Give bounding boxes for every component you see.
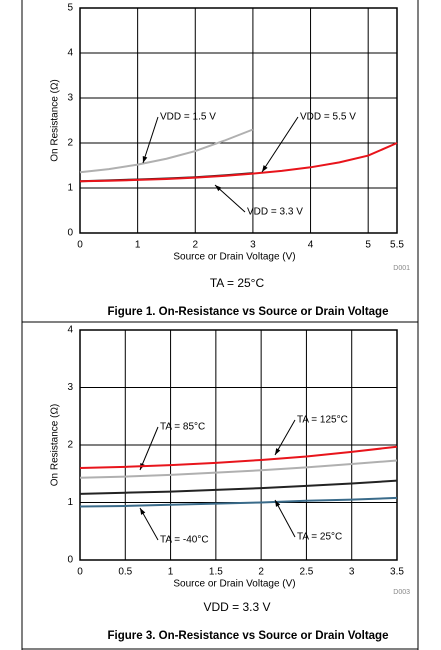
- arrow-head: [275, 448, 281, 455]
- condition-label: TA = 25°C: [210, 276, 265, 290]
- y-tick-label: 4: [67, 325, 73, 336]
- y-tick-label: 0: [67, 228, 73, 239]
- y-tick-label: 2: [67, 440, 73, 451]
- x-tick-label: 5: [365, 240, 371, 251]
- x-tick-label: 3.5: [390, 567, 404, 578]
- x-axis-label: Source or Drain Voltage (V): [173, 252, 295, 263]
- x-tick-label: 3: [250, 240, 256, 251]
- y-tick-label: 3: [67, 382, 73, 393]
- series-line: [79, 496, 398, 508]
- series-label: TA = 25°C: [297, 532, 342, 543]
- arrow-head: [262, 165, 268, 172]
- y-tick-label: 5: [67, 3, 73, 14]
- y-axis-label: On Resistance (Ω): [50, 404, 61, 487]
- annotation-arrow: [274, 419, 296, 456]
- x-axis-label: Source or Drain Voltage (V): [173, 579, 295, 590]
- y-tick-label: 2: [67, 138, 73, 149]
- x-tick-label: 1: [168, 567, 174, 578]
- x-tick-label: 3: [349, 567, 355, 578]
- plot-frame: [79, 329, 398, 561]
- arrow-head: [142, 156, 148, 163]
- arrow-head: [140, 508, 146, 515]
- x-tick-label: 0.5: [118, 567, 132, 578]
- annotation-arrow: [274, 499, 296, 538]
- figure-code: D003: [393, 589, 410, 596]
- annotation-arrow: [261, 116, 299, 173]
- figure-caption: Figure 3. On-Resistance vs Source or Dra…: [108, 630, 389, 642]
- x-tick-label: 1: [135, 240, 141, 251]
- y-tick-label: 0: [67, 555, 73, 566]
- x-tick-label: 0: [77, 240, 83, 251]
- annotation-arrow: [214, 184, 246, 213]
- x-tick-label: 2.5: [299, 567, 313, 578]
- x-tick-label: 2: [192, 240, 198, 251]
- series-label: VDD = 5.5 V: [300, 112, 356, 123]
- figure-caption: Figure 1. On-Resistance vs Source or Dra…: [108, 306, 389, 318]
- series-label: VDD = 1.5 V: [160, 112, 216, 123]
- series-label: TA = -40°C: [160, 535, 209, 546]
- x-tick-label: 1.5: [209, 567, 223, 578]
- x-tick-label: 2: [258, 567, 264, 578]
- series-line: [79, 128, 254, 174]
- x-tick-label: 0: [77, 567, 83, 578]
- annotation-arrow: [139, 426, 159, 471]
- series-label: TA = 85°C: [160, 422, 205, 433]
- y-tick-label: 1: [67, 497, 73, 508]
- y-tick-label: 1: [67, 183, 73, 194]
- series-line: [79, 142, 398, 183]
- plot-frame: [79, 7, 398, 234]
- series-line: [79, 479, 398, 495]
- annotation-arrow: [142, 116, 159, 164]
- x-tick-label: 5.5: [390, 240, 404, 251]
- y-tick-label: 4: [67, 48, 73, 59]
- series-label: VDD = 3.3 V: [247, 207, 303, 218]
- y-tick-label: 3: [67, 93, 73, 104]
- series-line: [79, 459, 398, 479]
- condition-label: VDD = 3.3 V: [203, 600, 270, 614]
- series-label: TA = 125°C: [297, 415, 348, 426]
- arrow-head: [275, 500, 281, 507]
- arrow-head: [215, 185, 222, 192]
- x-tick-label: 4: [308, 240, 314, 251]
- y-axis-label: On Resistance (Ω): [50, 79, 61, 162]
- series-line: [79, 445, 398, 469]
- figure-code: D001: [393, 265, 410, 272]
